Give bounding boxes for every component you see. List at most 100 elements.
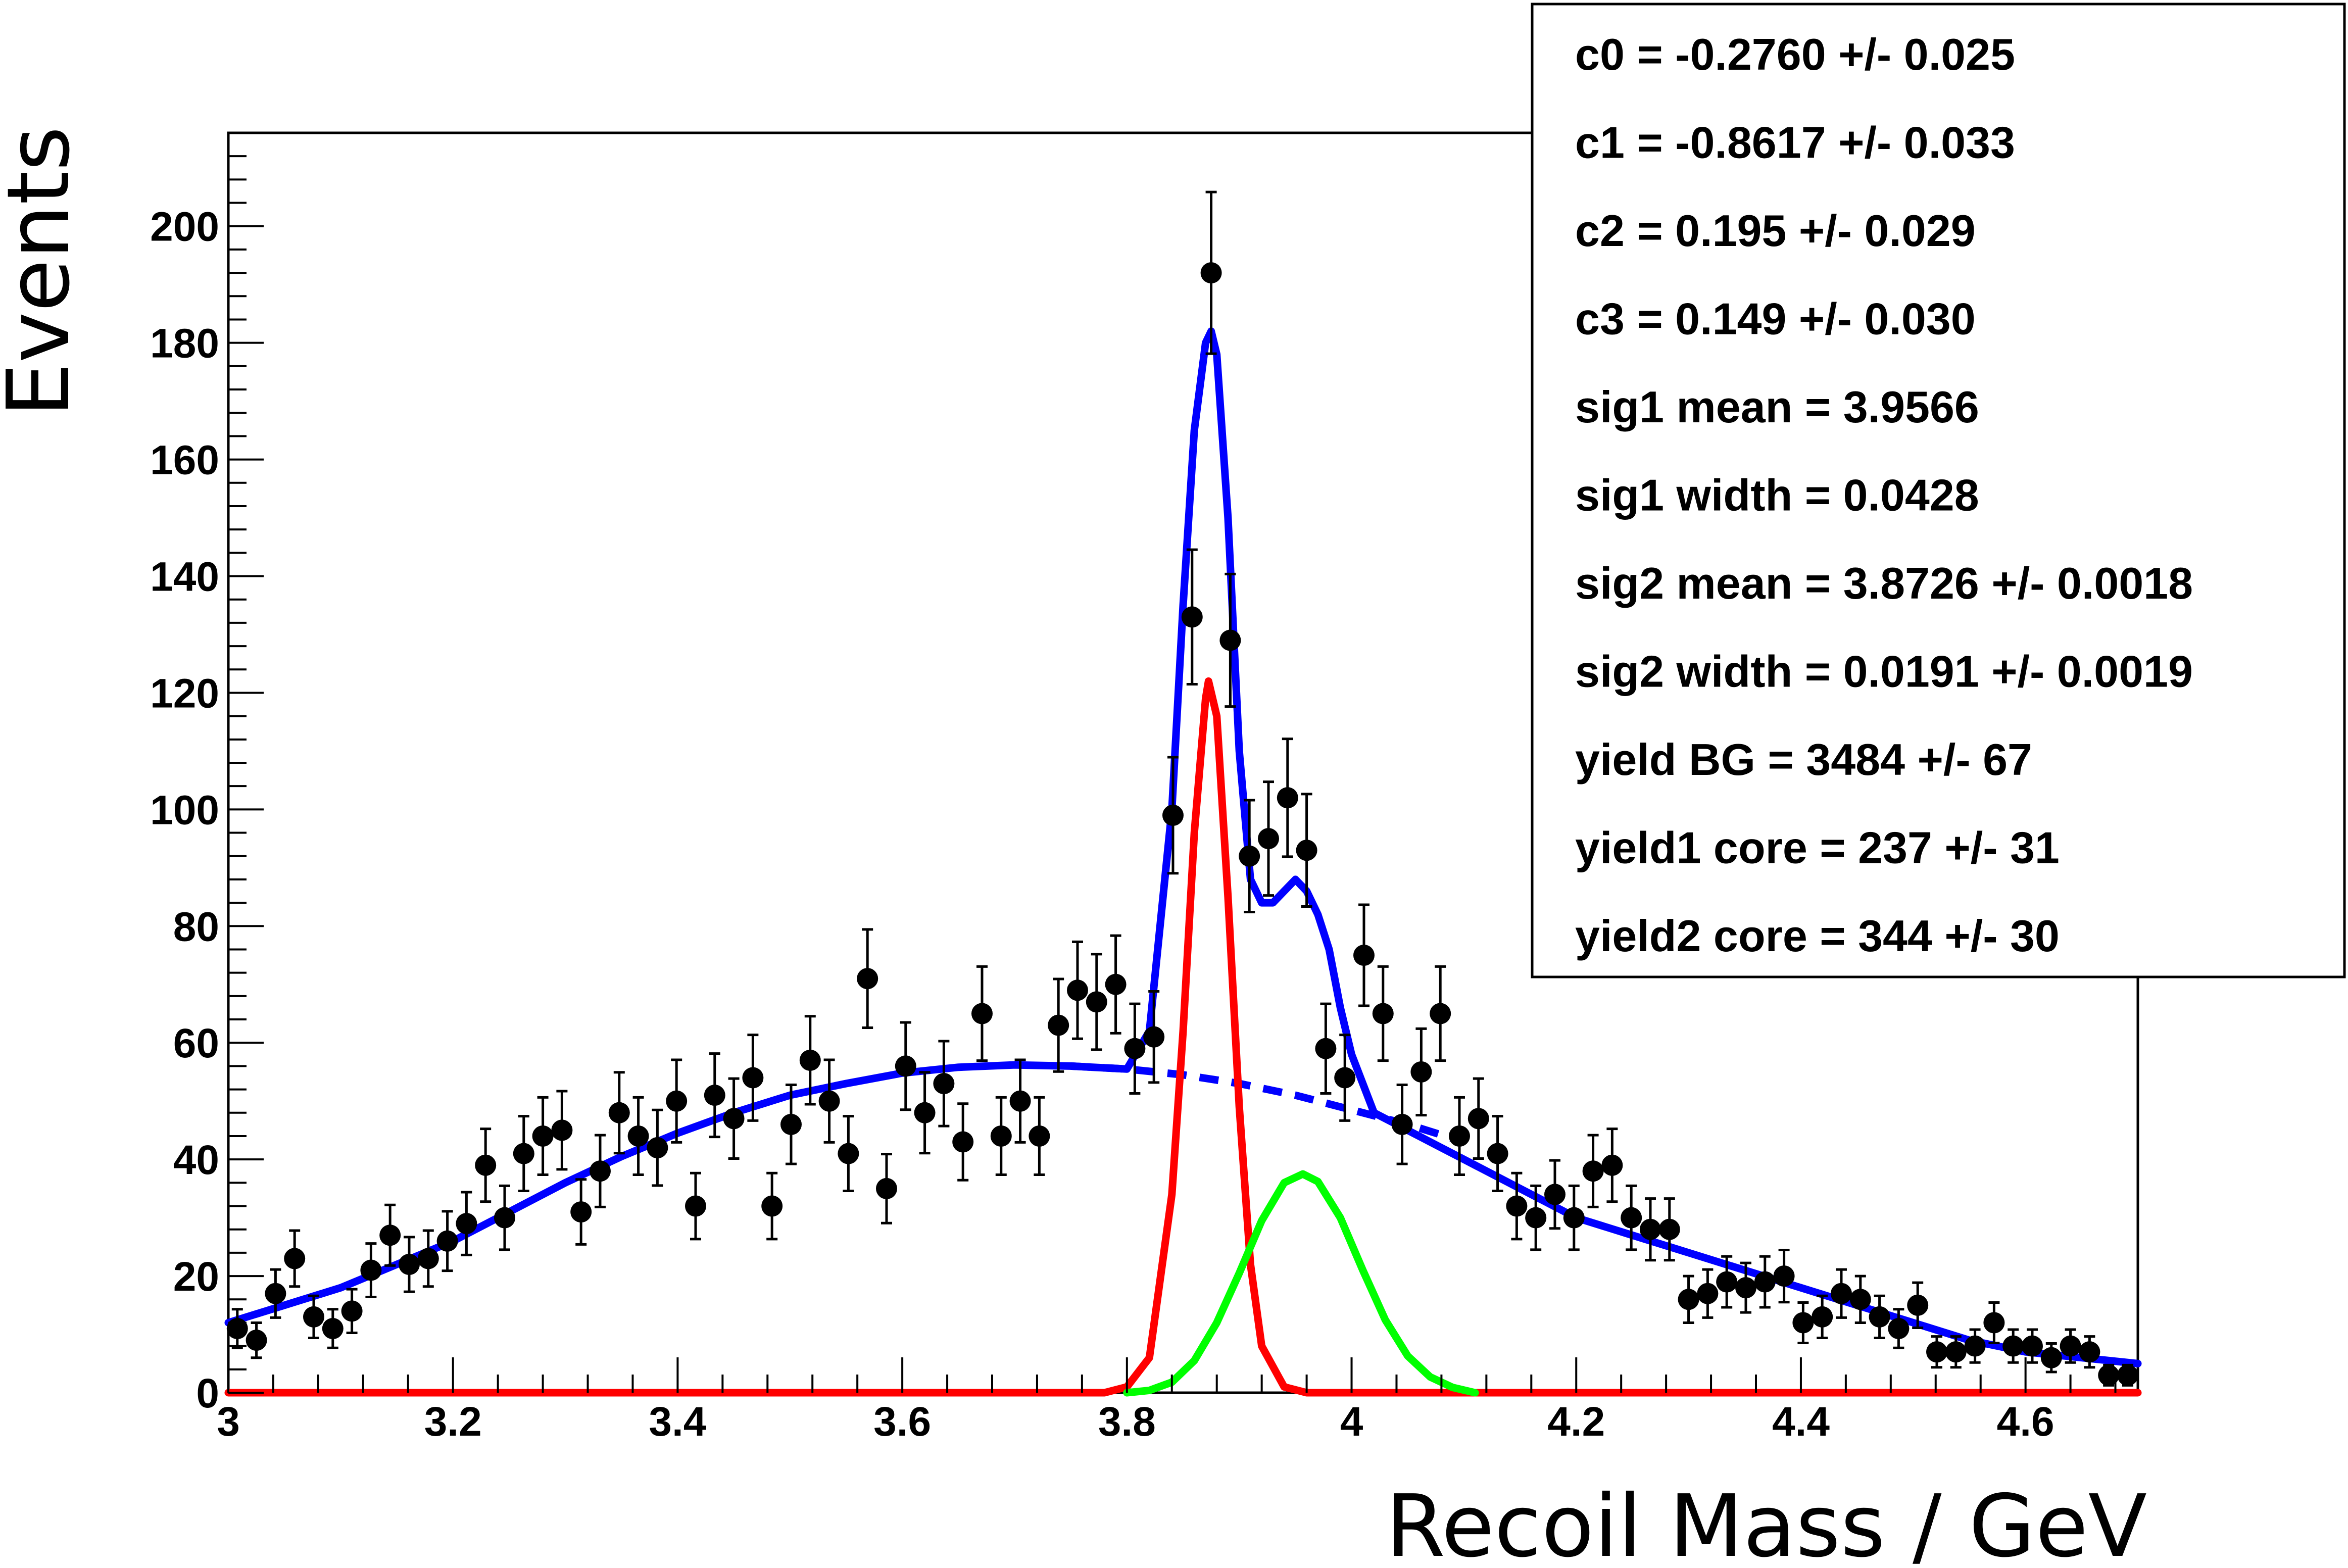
data-point: [360, 1242, 382, 1298]
data-marker: [1353, 945, 1375, 966]
data-point: [1678, 1275, 1699, 1324]
fit-stat-line: c2 = 0.195 +/- 0.029: [1575, 206, 1976, 256]
data-marker: [914, 1102, 936, 1123]
data-point: [933, 1040, 955, 1128]
data-point: [1926, 1335, 1947, 1369]
data-marker: [1678, 1289, 1699, 1310]
data-point: [1830, 1268, 1852, 1319]
x-tick-label: 3.8: [1098, 1399, 1156, 1445]
data-point: [1334, 1034, 1356, 1122]
data-marker: [226, 1317, 248, 1339]
data-point: [417, 1229, 439, 1288]
data-point: [1372, 965, 1394, 1062]
y-tick-label: 0: [196, 1370, 219, 1416]
data-marker: [456, 1213, 477, 1235]
data-point: [971, 965, 993, 1062]
data-point: [1315, 1002, 1337, 1095]
data-marker: [1830, 1283, 1852, 1304]
data-point: [322, 1308, 344, 1349]
data-marker: [475, 1154, 497, 1176]
data-marker: [1200, 262, 1222, 284]
y-tick-label: 200: [150, 204, 219, 250]
data-point: [475, 1128, 497, 1203]
data-marker: [1983, 1312, 2005, 1334]
data-marker: [589, 1160, 611, 1182]
data-marker: [1926, 1341, 1947, 1363]
y-tick-label: 60: [173, 1020, 219, 1066]
data-marker: [1563, 1207, 1585, 1229]
data-point: [1066, 940, 1088, 1040]
data-point: [1773, 1248, 1795, 1304]
data-point: [1506, 1171, 1528, 1241]
data-marker: [1907, 1294, 1929, 1316]
data-marker: [1582, 1160, 1604, 1182]
data-marker: [1086, 991, 1107, 1013]
data-point: [1124, 1002, 1146, 1095]
x-tick-label: 4.6: [1997, 1399, 2054, 1445]
data-marker: [2098, 1364, 2120, 1386]
data-point: [1410, 1027, 1432, 1117]
data-marker: [1735, 1277, 1756, 1299]
data-marker: [684, 1195, 706, 1217]
data-marker: [1048, 1014, 1069, 1036]
data-marker: [608, 1102, 630, 1123]
data-marker: [246, 1330, 267, 1351]
data-point: [532, 1096, 554, 1177]
data-point: [1983, 1301, 2005, 1344]
data-marker: [761, 1195, 783, 1217]
data-point: [1391, 1084, 1413, 1165]
data-marker: [857, 968, 878, 990]
fit-stat-line: c0 = -0.2760 +/- 0.025: [1575, 29, 2015, 79]
y-tick-label: 180: [150, 321, 219, 367]
signal-2-narrow-curve: [224, 677, 2142, 1397]
data-marker: [2117, 1364, 2138, 1386]
data-points: [226, 190, 2138, 1387]
data-point: [303, 1294, 324, 1340]
data-point: [1812, 1294, 1833, 1340]
data-marker: [2021, 1335, 2043, 1357]
data-marker: [1506, 1195, 1528, 1217]
x-tick-label: 4.2: [1547, 1399, 1605, 1445]
data-marker: [704, 1085, 725, 1106]
data-point: [1735, 1261, 1756, 1314]
x-tick-label: 3.2: [424, 1399, 482, 1445]
data-marker: [1066, 979, 1088, 1001]
data-point: [1353, 903, 1375, 1007]
fit-stats-box: c0 = -0.2760 +/- 0.025 c1 = -0.8617 +/- 0…: [1531, 3, 2346, 978]
data-point: [494, 1184, 515, 1251]
fit-stat-line: c1 = -0.8617 +/- 0.033: [1575, 118, 2015, 168]
data-marker: [1468, 1108, 1489, 1130]
data-marker: [1334, 1067, 1356, 1089]
data-marker: [952, 1131, 974, 1153]
data-marker: [2040, 1347, 2062, 1368]
data-marker: [551, 1119, 573, 1141]
data-marker: [1601, 1154, 1623, 1176]
data-point: [2117, 1363, 2138, 1387]
data-marker: [570, 1201, 592, 1223]
data-point: [952, 1102, 974, 1182]
data-point: [1945, 1335, 1967, 1369]
data-point: [1525, 1184, 1547, 1251]
data-marker: [1009, 1090, 1031, 1112]
data-point: [857, 928, 878, 1030]
data-marker: [666, 1090, 688, 1112]
data-marker: [417, 1248, 439, 1269]
data-point: [1716, 1255, 1738, 1309]
data-point: [1468, 1077, 1489, 1160]
data-marker: [1716, 1271, 1738, 1293]
data-point: [818, 1058, 840, 1144]
data-marker: [1391, 1113, 1413, 1135]
data-point: [666, 1058, 688, 1144]
data-marker: [990, 1125, 1012, 1147]
data-marker: [1697, 1283, 1719, 1304]
data-point: [1257, 780, 1279, 897]
data-marker: [1945, 1341, 1967, 1363]
data-marker: [818, 1090, 840, 1112]
data-marker: [895, 1055, 916, 1077]
data-marker: [1029, 1125, 1050, 1147]
data-point: [246, 1321, 267, 1359]
data-point: [2002, 1328, 2024, 1364]
data-marker: [1544, 1184, 1566, 1205]
y-tick-label: 40: [173, 1137, 219, 1183]
